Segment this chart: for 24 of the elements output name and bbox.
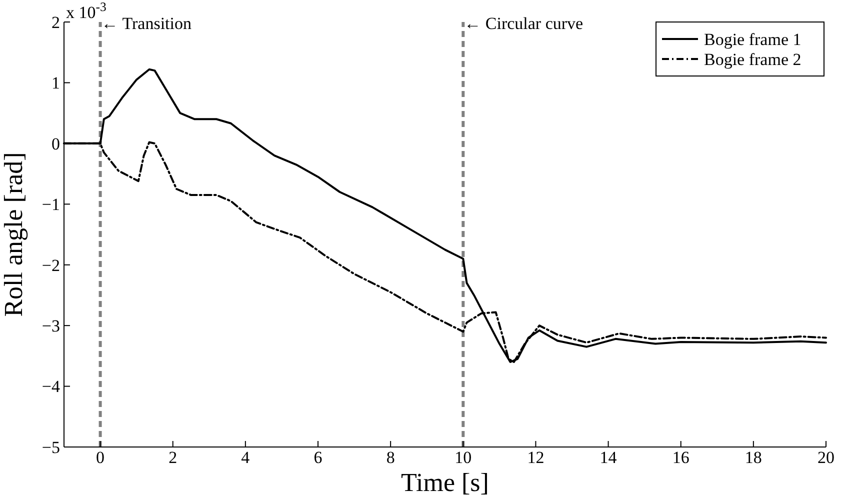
x-tick-label: 18 [744, 448, 762, 467]
x-tick-label: 14 [600, 448, 618, 467]
y-axis-title: Roll angle [rad] [0, 152, 28, 317]
x-axis-title: Time [s] [401, 468, 489, 497]
x-tick-label: 12 [527, 448, 544, 467]
x-tick-label: 8 [386, 448, 395, 467]
y-tick-label: −1 [42, 195, 60, 214]
x-tick-label: 20 [818, 448, 834, 467]
legend-label: Bogie frame 2 [704, 50, 802, 69]
y-tick-label: −2 [42, 256, 60, 275]
y-tick-label: −4 [42, 377, 60, 396]
legend-label: Bogie frame 1 [704, 30, 802, 49]
y-tick-label: −5 [42, 438, 60, 457]
y-tick-label: 2 [52, 12, 60, 32]
ref-line-label: ← Circular curve [464, 14, 584, 33]
y-tick-label: −3 [42, 316, 60, 336]
x-tick-label: 6 [314, 448, 322, 467]
x-tick-label: 0 [96, 448, 105, 467]
x-tick-label: 2 [168, 448, 178, 467]
y-tick-label: 0 [52, 134, 60, 154]
x-tick-label: 10 [454, 448, 472, 467]
x-tick-label: 16 [672, 448, 690, 467]
x-tick-label: 4 [241, 448, 250, 467]
y-tick-label: 1 [52, 74, 60, 93]
